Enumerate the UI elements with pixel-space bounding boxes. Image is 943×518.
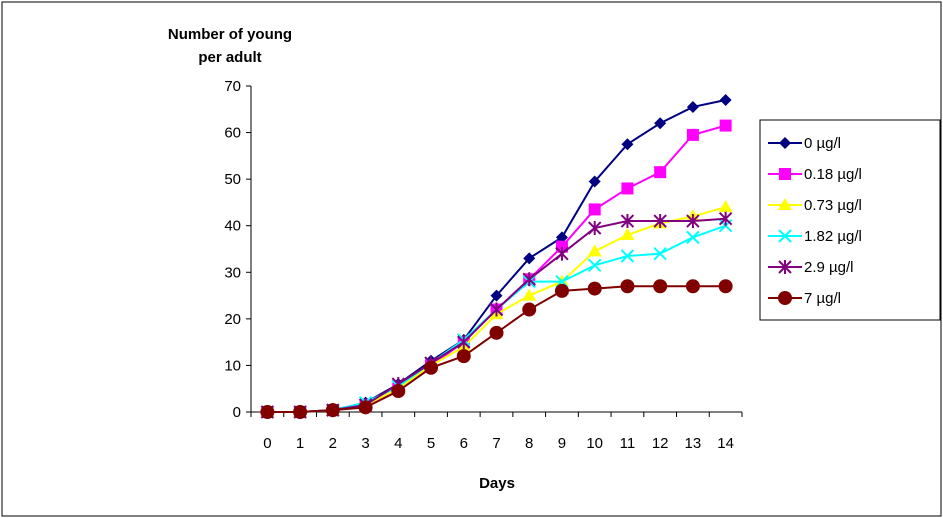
data-point <box>587 244 602 257</box>
x-tick-label: 13 <box>685 435 702 452</box>
data-point <box>358 400 373 415</box>
data-point <box>654 166 667 179</box>
data-point <box>522 272 536 287</box>
data-point <box>588 203 601 216</box>
data-point <box>719 93 732 106</box>
data-point <box>718 211 733 226</box>
legend-item: 0 µg/l <box>768 135 841 152</box>
legend-label: 0.73 µg/l <box>804 197 862 214</box>
series-5 <box>260 279 733 419</box>
data-point <box>686 100 699 113</box>
data-point <box>653 246 667 261</box>
data-point <box>621 138 634 151</box>
y-axis-title-line-2: per adult <box>198 49 261 66</box>
x-tick-label: 4 <box>394 435 402 452</box>
data-point <box>620 249 635 263</box>
y-tick-label: 0 <box>233 404 241 421</box>
data-point <box>719 119 732 132</box>
data-point <box>587 281 602 296</box>
data-point <box>620 279 635 294</box>
x-tick-label: 6 <box>460 435 468 452</box>
data-point <box>620 214 635 229</box>
y-tick-label: 70 <box>224 78 241 95</box>
y-tick-label: 20 <box>224 311 241 328</box>
x-tick-label: 7 <box>492 435 500 452</box>
x-tick-label: 11 <box>620 435 636 452</box>
legend-item: 7 µg/l <box>768 290 841 307</box>
series-layer <box>260 93 733 419</box>
legend-marker <box>779 168 791 180</box>
legend-item: 0.73 µg/l <box>768 197 862 214</box>
data-point <box>685 279 700 294</box>
x-axis-title: Days <box>479 475 515 492</box>
data-point <box>686 230 700 245</box>
data-point <box>555 246 569 261</box>
x-tick-label: 10 <box>586 435 603 452</box>
x-tick-label: 2 <box>329 435 337 452</box>
data-point <box>391 384 406 399</box>
data-point <box>424 360 439 375</box>
legend-marker <box>779 137 791 149</box>
legend: 0 µg/l 0.18 µg/l 0.73 µg/l 1.82 µg/l 2.9 µg/… <box>759 119 941 321</box>
x-tick-label: 12 <box>652 435 669 452</box>
y-axis-title-line-1: Number of young <box>168 26 292 43</box>
legend-label: 0 µg/l <box>804 135 841 152</box>
legend-box <box>759 119 941 321</box>
data-point <box>654 117 667 130</box>
data-point <box>522 302 537 317</box>
data-point <box>653 214 667 229</box>
legend-label: 0.18 µg/l <box>804 166 862 183</box>
y-tick-label: 30 <box>224 264 241 281</box>
data-point <box>686 214 700 229</box>
legend-item: 2.9 µg/l <box>768 259 854 276</box>
x-tick-label: 1 <box>296 435 304 452</box>
data-point <box>457 335 471 350</box>
data-point <box>522 288 537 301</box>
x-tick-label: 0 <box>263 435 271 452</box>
data-point <box>588 175 601 188</box>
data-point <box>718 200 733 213</box>
legend-label: 7 µg/l <box>804 290 841 307</box>
legend-item: 0.18 µg/l <box>768 166 862 183</box>
legend-marker <box>778 260 792 274</box>
y-tick-label: 40 <box>224 218 241 235</box>
data-point <box>686 128 699 141</box>
data-point <box>260 405 275 419</box>
data-point <box>621 182 634 195</box>
data-point <box>293 405 308 419</box>
data-point <box>653 279 668 294</box>
x-tick-label: 3 <box>361 435 369 452</box>
legend-label: 2.9 µg/l <box>804 259 854 276</box>
data-point <box>489 325 504 340</box>
data-point <box>325 403 340 418</box>
data-point <box>620 228 635 241</box>
data-point <box>587 258 602 273</box>
data-point <box>587 221 602 236</box>
x-tick-label: 9 <box>558 435 566 452</box>
data-point <box>489 302 504 317</box>
data-point <box>554 283 569 298</box>
legend-item: 1.82 µg/l <box>768 228 862 245</box>
legend-label: 1.82 µg/l <box>804 228 862 245</box>
legend-marker <box>778 229 792 243</box>
data-point <box>490 289 503 302</box>
data-point <box>555 231 568 244</box>
legend-marker <box>778 291 792 305</box>
x-tick-label: 14 <box>717 435 734 452</box>
legend-marker <box>778 198 792 210</box>
data-point <box>523 252 536 265</box>
y-tick-label: 60 <box>224 125 241 142</box>
y-tick-label: 50 <box>224 171 241 188</box>
data-point <box>456 349 471 364</box>
x-tick-label: 5 <box>427 435 435 452</box>
data-point <box>718 279 733 294</box>
y-tick-label: 10 <box>224 357 241 374</box>
x-tick-label: 8 <box>525 435 533 452</box>
